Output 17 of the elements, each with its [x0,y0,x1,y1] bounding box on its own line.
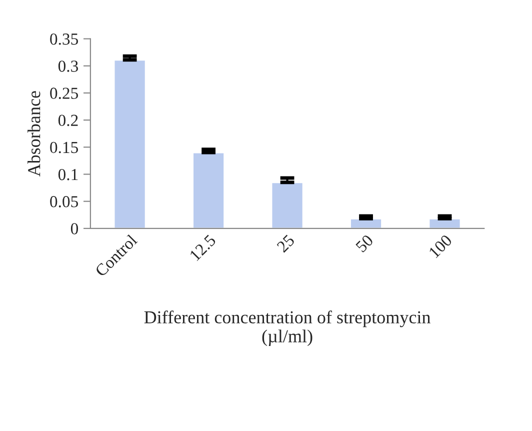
y-tick-label: 0.35 [50,33,78,45]
bar [113,59,146,228]
bar [192,152,225,228]
y-tick-label: 0 [70,223,78,234]
y-tick-label: 0.3 [58,60,78,72]
bar [270,182,304,228]
x-axis-title: Different concentration of streptomycin (µl/ml) [144,310,430,346]
y-tick-label: 0.2 [58,114,78,126]
y-axis-title: Absorbance [28,91,40,177]
x-tick-label: 100 [428,234,453,258]
x-tick-label: 12.5 [189,234,216,262]
x-tick-label: 25 [276,234,296,253]
y-tick-label: 0.1 [58,168,78,180]
y-tick-label: 0.05 [50,196,78,208]
y-tick-label: 0.15 [50,142,78,154]
x-tick-label: 50 [355,234,374,253]
y-tick-label: 0.25 [50,88,78,99]
